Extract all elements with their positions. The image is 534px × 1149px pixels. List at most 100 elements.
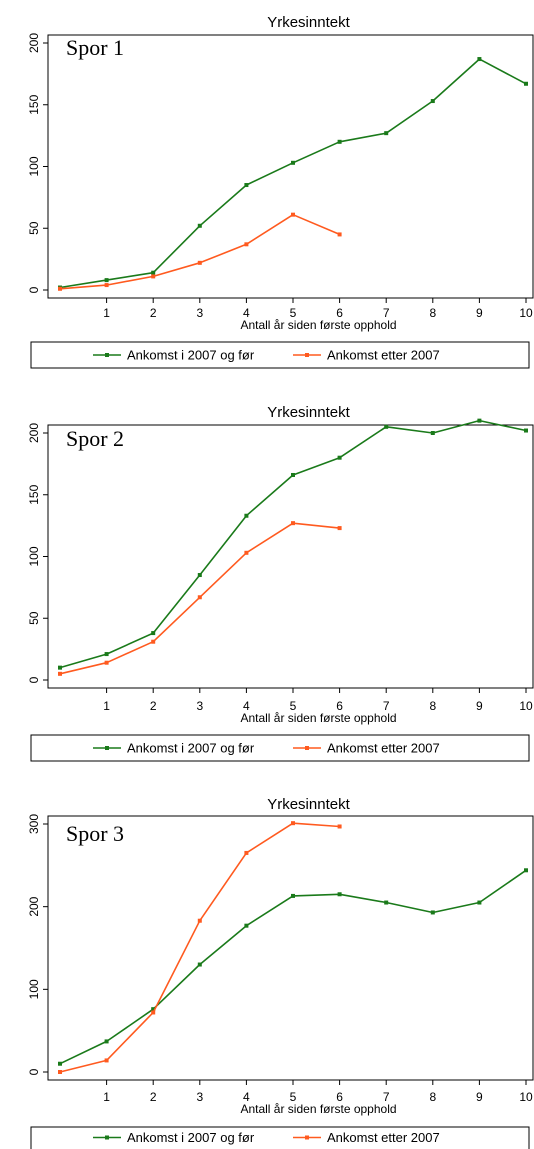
x-tick-label: 7 bbox=[383, 699, 390, 713]
x-tick-label: 3 bbox=[196, 306, 203, 320]
data-point bbox=[477, 900, 482, 905]
data-point bbox=[58, 671, 62, 676]
x-axis-label: Antall år siden første opphold bbox=[240, 711, 396, 725]
data-point bbox=[58, 665, 62, 670]
data-point bbox=[244, 850, 249, 855]
data-point bbox=[151, 631, 156, 636]
data-point bbox=[291, 521, 295, 526]
data-point bbox=[104, 660, 109, 665]
legend-swatch-marker bbox=[305, 1135, 309, 1140]
y-tick-label: 0 bbox=[27, 676, 41, 683]
data-point bbox=[104, 283, 109, 288]
x-axis-label: Antall år siden første opphold bbox=[240, 318, 396, 332]
data-point bbox=[337, 526, 342, 531]
x-tick-label: 8 bbox=[429, 306, 436, 320]
x-tick-label: 5 bbox=[290, 699, 297, 713]
x-tick-label: 4 bbox=[243, 699, 250, 713]
data-point bbox=[244, 513, 249, 518]
legend-box bbox=[30, 1126, 530, 1149]
panel-label: Spor 3 bbox=[66, 821, 124, 846]
data-point bbox=[151, 1007, 156, 1012]
y-tick-label: 150 bbox=[27, 94, 41, 114]
data-point bbox=[58, 1061, 62, 1066]
data-point bbox=[244, 183, 249, 188]
x-tick-label: 6 bbox=[336, 306, 343, 320]
y-tick-label: 200 bbox=[27, 423, 41, 443]
data-point bbox=[384, 131, 389, 136]
y-tick-label: 0 bbox=[27, 1068, 41, 1075]
data-point bbox=[337, 892, 342, 897]
data-point bbox=[104, 1058, 109, 1063]
data-point bbox=[291, 893, 295, 898]
legend-swatch-marker bbox=[305, 353, 309, 357]
x-tick-label: 10 bbox=[519, 306, 533, 320]
x-tick-label: 1 bbox=[103, 699, 110, 713]
chart-title: Yrkesinntekt bbox=[267, 14, 350, 31]
data-point bbox=[244, 550, 249, 555]
x-tick-label: 10 bbox=[519, 699, 533, 713]
data-point bbox=[197, 260, 202, 265]
data-point bbox=[151, 1010, 156, 1015]
x-tick-label: 8 bbox=[429, 699, 436, 713]
y-tick-label: 100 bbox=[27, 156, 41, 176]
panel-label: Spor 1 bbox=[66, 35, 124, 60]
data-point bbox=[197, 573, 202, 578]
legend-label: Ankomst i 2007 og før bbox=[127, 741, 255, 756]
x-tick-label: 5 bbox=[290, 1090, 297, 1104]
data-point bbox=[430, 431, 435, 435]
x-tick-label: 4 bbox=[243, 1090, 250, 1104]
data-point bbox=[197, 918, 202, 923]
data-point bbox=[244, 242, 249, 247]
x-tick-label: 9 bbox=[476, 1090, 483, 1104]
data-point bbox=[337, 139, 342, 144]
x-tick-label: 6 bbox=[336, 699, 343, 713]
y-tick-label: 100 bbox=[27, 979, 41, 999]
x-tick-label: 10 bbox=[519, 1090, 533, 1104]
data-point bbox=[291, 212, 295, 217]
data-point bbox=[430, 99, 435, 104]
data-point bbox=[104, 652, 109, 657]
legend-swatch-marker bbox=[105, 1135, 109, 1140]
x-tick-label: 8 bbox=[429, 1090, 436, 1104]
data-point bbox=[477, 57, 482, 62]
legend-swatch-marker bbox=[105, 746, 109, 750]
x-tick-label: 9 bbox=[476, 306, 483, 320]
x-axis-label: Antall år siden første opphold bbox=[240, 1102, 396, 1116]
x-tick-label: 7 bbox=[383, 306, 390, 320]
y-tick-label: 200 bbox=[27, 896, 41, 916]
data-point bbox=[151, 270, 156, 275]
y-tick-label: 50 bbox=[27, 611, 41, 625]
legend-label: Ankomst i 2007 og før bbox=[127, 1130, 255, 1145]
data-point bbox=[384, 424, 389, 429]
x-tick-label: 2 bbox=[150, 306, 157, 320]
x-tick-label: 1 bbox=[103, 306, 110, 320]
data-point bbox=[244, 923, 249, 928]
data-point bbox=[58, 1070, 62, 1074]
chart-title: Yrkesinntekt bbox=[267, 404, 350, 421]
y-tick-label: 100 bbox=[27, 546, 41, 566]
x-tick-label: 7 bbox=[383, 1090, 390, 1104]
series-line-green bbox=[59, 419, 527, 669]
x-tick-label: 3 bbox=[196, 1090, 203, 1104]
data-point bbox=[197, 595, 202, 600]
data-point bbox=[524, 81, 528, 86]
plot-frame bbox=[47, 815, 534, 1081]
data-point bbox=[291, 160, 295, 165]
data-point bbox=[197, 223, 202, 228]
y-tick-label: 150 bbox=[27, 484, 41, 504]
data-point bbox=[524, 428, 528, 433]
data-point bbox=[151, 639, 156, 644]
legend-swatch-marker bbox=[305, 746, 309, 750]
data-point bbox=[197, 962, 202, 967]
data-point bbox=[337, 232, 342, 237]
x-tick-label: 9 bbox=[476, 699, 483, 713]
x-tick-label: 6 bbox=[336, 1090, 343, 1104]
data-point bbox=[104, 1039, 109, 1044]
legend-swatch-marker bbox=[105, 353, 109, 357]
legend-label: Ankomst etter 2007 bbox=[327, 1130, 440, 1145]
x-tick-label: 1 bbox=[103, 1090, 110, 1104]
data-point bbox=[151, 274, 156, 279]
x-tick-label: 2 bbox=[150, 699, 157, 713]
y-tick-label: 300 bbox=[27, 814, 41, 834]
